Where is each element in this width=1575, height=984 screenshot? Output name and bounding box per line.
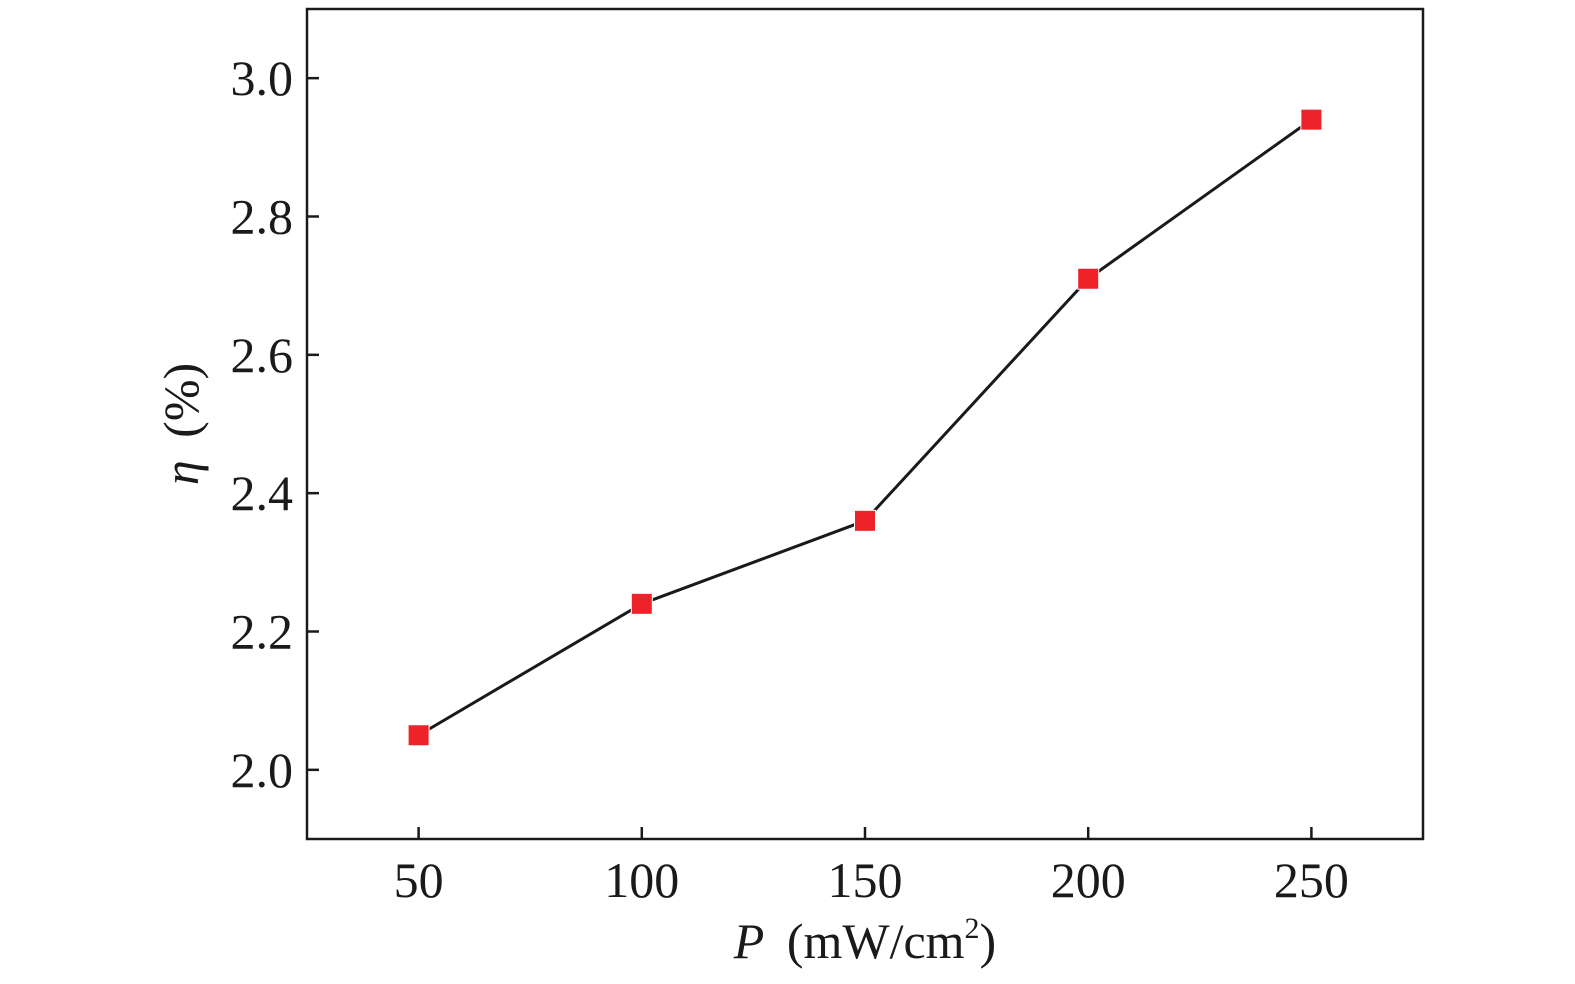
y-tick-label: 2.6 [231, 327, 294, 383]
data-point-marker [1300, 108, 1323, 131]
x-tick-label: 200 [1051, 852, 1126, 908]
y-axis-title: η (%) [153, 363, 209, 485]
y-tick-label: 3.0 [231, 50, 294, 106]
x-axis-unit-superscript: 2 [965, 912, 980, 945]
y-tick-label: 2.4 [231, 465, 294, 521]
data-point-marker [407, 724, 430, 747]
x-tick-label: 250 [1274, 852, 1349, 908]
y-axis-symbol: η [153, 460, 209, 485]
x-tick-label: 150 [828, 852, 903, 908]
series-layer [407, 108, 1323, 747]
data-point-marker [1077, 267, 1100, 290]
y-tick-label: 2.0 [231, 742, 294, 798]
y-axis-unit: (%) [153, 363, 209, 438]
x-axis-unit: (mW/cm [787, 913, 965, 969]
x-axis-unit-close: ) [980, 913, 997, 969]
x-axis-title: P (mW/cm2) [733, 912, 996, 969]
y-tick-label: 2.8 [231, 189, 294, 245]
data-point-marker [854, 509, 876, 532]
x-axis-ticks: 50 100 150 200 250 [394, 827, 1349, 908]
y-axis-ticks: 2.0 2.2 2.4 2.6 2.8 3.0 [231, 50, 319, 798]
x-tick-label: 100 [604, 852, 679, 908]
data-point-marker [630, 592, 653, 615]
series-line [417, 118, 1313, 737]
plot-frame [305, 7, 1425, 841]
y-tick-label: 2.2 [231, 604, 294, 660]
x-axis-symbol: P [733, 913, 765, 969]
x-tick-label: 50 [394, 852, 444, 908]
